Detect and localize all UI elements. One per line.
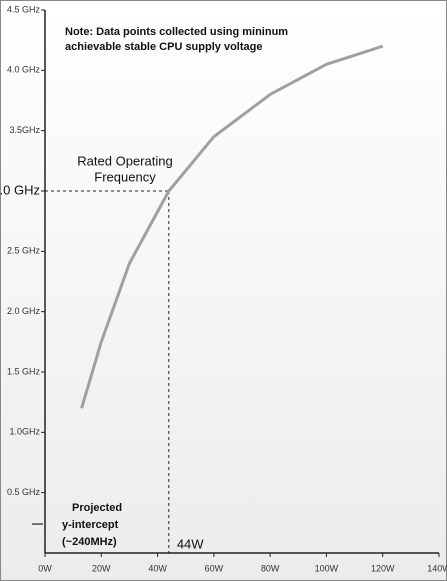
rated-label: Rated Operating [77,153,172,168]
y-tick-label: 3.0 GHz [0,182,40,197]
x-tick-label: 40W [148,563,167,573]
y-tick-label: 2.0 GHz [7,306,41,316]
note: Note: Data points collected using mininu… [65,26,288,38]
note: achievable stable CPU supply voltage [65,41,262,53]
x-tick-label: 0W [38,563,52,573]
data-line [80,44,384,409]
y-tick-label: 4.5 GHz [7,4,41,14]
y-tick-label: 3.5GHz [9,125,40,135]
x-tick-label: 60W [205,563,224,573]
y-tick-label: 2.5 GHz [7,246,41,256]
y-tick-label: 0.5 GHz [7,487,41,497]
x-tick-label: 20W [92,563,111,573]
y-tick-label: 4.0 GHz [7,65,41,75]
x-tick-label: 80W [261,563,280,573]
x-tick-label: 140W [427,563,447,573]
intercept-label: y-intercept [62,519,119,531]
rated-x-label: 44W [177,536,204,551]
rated-label: Frequency [94,169,156,184]
intercept-label: Projected [72,502,122,514]
x-tick-label: 100W [315,563,339,573]
y-tick-label: 1.0GHz [9,427,40,437]
intercept-label: (~240MHz) [62,536,117,548]
y-tick-label: 1.5 GHz [7,366,41,376]
x-tick-label: 120W [371,563,395,573]
